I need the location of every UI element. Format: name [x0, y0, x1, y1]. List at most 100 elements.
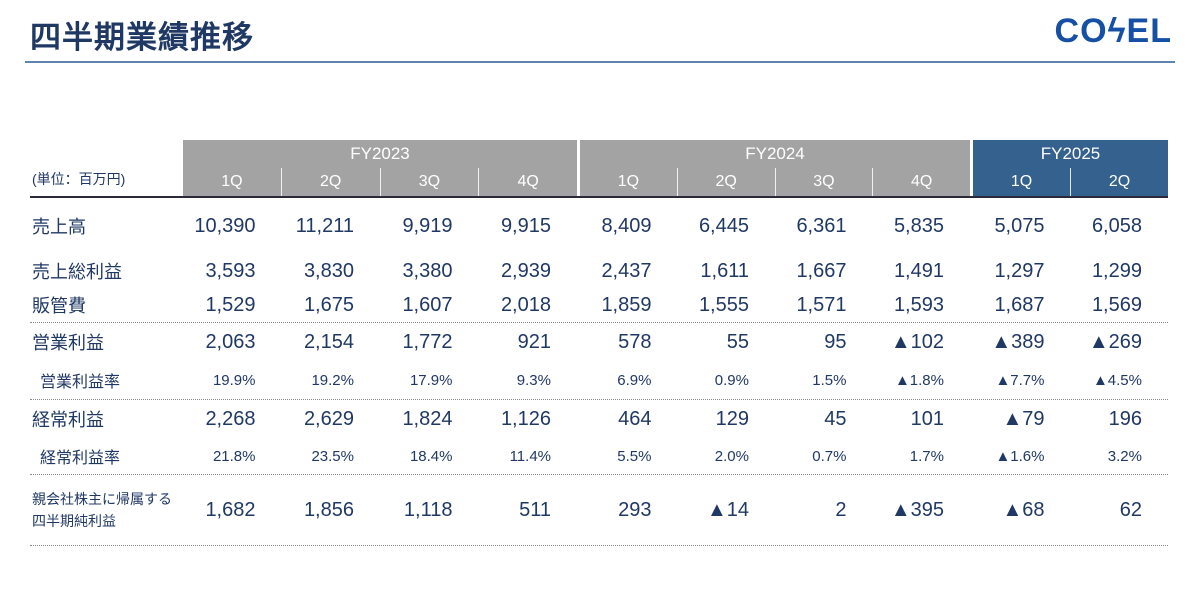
table-cell: 196 — [1108, 407, 1142, 430]
table-cell: ▲14 — [706, 498, 749, 521]
table-cell: 1,571 — [796, 293, 847, 316]
table-cell: 1,856 — [303, 498, 354, 521]
quarter-header-row: 1Q 2Q 3Q 4Q — [183, 168, 577, 196]
row-values: 3,593 3,830 3,380 2,939 2,437 1,611 1,667 1,491… — [183, 260, 1168, 283]
dotted-divider — [30, 399, 1168, 400]
quarter-header-row: 1Q 2Q — [973, 168, 1168, 196]
table-cell: 578 — [618, 330, 652, 353]
row-values: 21.8% 23.5% 18.4% 11.4% 5.5% 2.0% 0.7% 1.7% ▲1.6… — [183, 448, 1168, 465]
row-label: 営業利益 — [32, 333, 104, 353]
column-group-divider — [970, 140, 973, 196]
quarter-header: 4Q — [872, 168, 970, 196]
table-cell: 6,361 — [796, 214, 847, 237]
row-label-line2: 四半期純利益 — [32, 513, 116, 529]
slide-root: 四半期業績推移 COϟEL (単位：百万円) FY2023 1Q 2Q 3Q 4… — [25, 12, 1175, 546]
row-label: 営業利益率 — [40, 374, 121, 391]
row-label: 経常利益 — [32, 410, 104, 430]
table-cell: 1,859 — [601, 293, 652, 316]
table-cell: 1,299 — [1091, 259, 1142, 282]
table-cell: 1,824 — [402, 407, 453, 430]
dotted-divider — [30, 322, 1168, 323]
table-cell: 1,667 — [796, 259, 847, 282]
table-cell: 2,018 — [500, 293, 551, 316]
table-cell: 1,682 — [205, 498, 256, 521]
table-cell: 464 — [618, 407, 652, 430]
table-cell: 10,390 — [194, 214, 256, 237]
quarter-header-row: 1Q 2Q 3Q 4Q — [580, 168, 970, 196]
table-cell: 23.5% — [311, 447, 354, 465]
table-cell: 1.7% — [909, 447, 944, 465]
table-cell: 5,075 — [994, 214, 1045, 237]
table-cell: ▲4.5% — [1092, 371, 1142, 389]
fiscal-year-label: FY2024 — [745, 144, 805, 163]
table-cell: 1,126 — [500, 407, 551, 430]
table-cell: 45 — [824, 407, 847, 430]
table-cell: 2,437 — [601, 259, 652, 282]
table-cell: 1,569 — [1091, 293, 1142, 316]
table-cell: 8,409 — [601, 214, 652, 237]
table-cell: ▲79 — [1002, 407, 1045, 430]
table-row-net-sales: 売上高 10,390 11,211 9,919 9,915 8,409 6,445 6,36… — [30, 198, 1168, 254]
table-cell: 1.5% — [812, 371, 847, 389]
quarterly-results-table: (単位：百万円) FY2023 1Q 2Q 3Q 4Q FY2024 1Q 2Q… — [30, 140, 1168, 546]
column-group-fy2023: FY2023 1Q 2Q 3Q 4Q — [183, 140, 577, 196]
table-cell: 1,118 — [403, 498, 453, 521]
table-cell: 3,830 — [303, 259, 354, 282]
dotted-divider — [30, 474, 1168, 475]
table-cell: 1,297 — [994, 259, 1045, 282]
table-cell: 21.8% — [212, 447, 256, 465]
table-cell: 95 — [824, 330, 847, 353]
table-row-net-income: 親会社株主に帰属する 四半期純利益 1,682 1,856 1,118 511 293 ▲… — [30, 475, 1168, 545]
table-cell: ▲1.6% — [995, 447, 1045, 465]
table-cell: 17.9% — [409, 371, 453, 389]
quarter-header: 3Q — [774, 168, 873, 196]
logo-text-prefix: CO — [1054, 12, 1108, 50]
table-body: 売上高 10,390 11,211 9,919 9,915 8,409 6,445 6,36… — [30, 198, 1168, 546]
table-cell: 3.2% — [1107, 447, 1142, 465]
quarter-header: 2Q — [1070, 168, 1168, 196]
table-cell: ▲395 — [890, 498, 944, 521]
row-label: 販管費 — [32, 296, 86, 316]
table-cell: 1,772 — [402, 330, 453, 353]
table-cell: 2,154 — [303, 330, 354, 353]
row-values: 10,390 11,211 9,919 9,915 8,409 6,445 6,361 5,8… — [183, 215, 1168, 238]
row-values: 1,529 1,675 1,607 2,018 1,859 1,555 1,571 1,593… — [183, 294, 1168, 317]
table-cell: 5,835 — [893, 214, 944, 237]
table-row-operating-income: 営業利益 2,063 2,154 1,772 921 578 55 95 ▲102 ▲389 ▲2… — [30, 323, 1168, 361]
table-cell: 11.4% — [509, 447, 551, 465]
table-cell: 19.9% — [212, 371, 256, 389]
table-cell: 101 — [910, 407, 944, 430]
column-group-fy2025: FY2025 1Q 2Q — [973, 140, 1168, 196]
table-cell: 9.3% — [516, 371, 551, 389]
table-cell: 6,058 — [1091, 214, 1142, 237]
table-cell: 1,491 — [893, 259, 944, 282]
row-values: 1,682 1,856 1,118 511 293 ▲14 2 ▲395 ▲68 62 — [183, 499, 1168, 522]
quarter-header: 4Q — [478, 168, 577, 196]
table-cell: 2,063 — [205, 330, 256, 353]
table-cell: 2,939 — [500, 259, 551, 282]
table-cell: 19.2% — [311, 371, 354, 389]
dotted-divider — [30, 545, 1168, 546]
row-label-line1: 親会社株主に帰属する — [32, 490, 172, 507]
row-label: 売上高 — [32, 217, 86, 237]
table-row-ordinary-income: 経常利益 2,268 2,629 1,824 1,126 464 129 45 101 ▲79 1… — [30, 400, 1168, 438]
table-cell: 6.9% — [617, 371, 652, 389]
table-cell: 1,555 — [698, 293, 749, 316]
table-cell: 921 — [517, 330, 551, 353]
table-cell: 1,593 — [893, 293, 944, 316]
quarter-header: 1Q — [1010, 173, 1033, 190]
table-cell: 9,919 — [402, 214, 453, 237]
table-cell: ▲102 — [890, 330, 944, 353]
table-cell: 55 — [726, 330, 749, 353]
table-cell: ▲1.8% — [894, 371, 944, 389]
table-cell: 0.7% — [812, 447, 847, 465]
table-cell: 5.5% — [617, 447, 652, 465]
table-cell: 1,687 — [994, 293, 1045, 316]
table-cell: 2.0% — [714, 447, 749, 465]
fiscal-year-label: FY2023 — [350, 144, 410, 163]
table-cell: 2 — [835, 498, 847, 521]
table-row-gross-profit: 売上総利益 3,593 3,830 3,380 2,939 2,437 1,611 1,66… — [30, 254, 1168, 288]
table-cell: 9,915 — [500, 214, 551, 237]
logo-bolt-s-icon: ϟ — [1107, 12, 1127, 50]
table-cell: ▲389 — [991, 330, 1045, 353]
